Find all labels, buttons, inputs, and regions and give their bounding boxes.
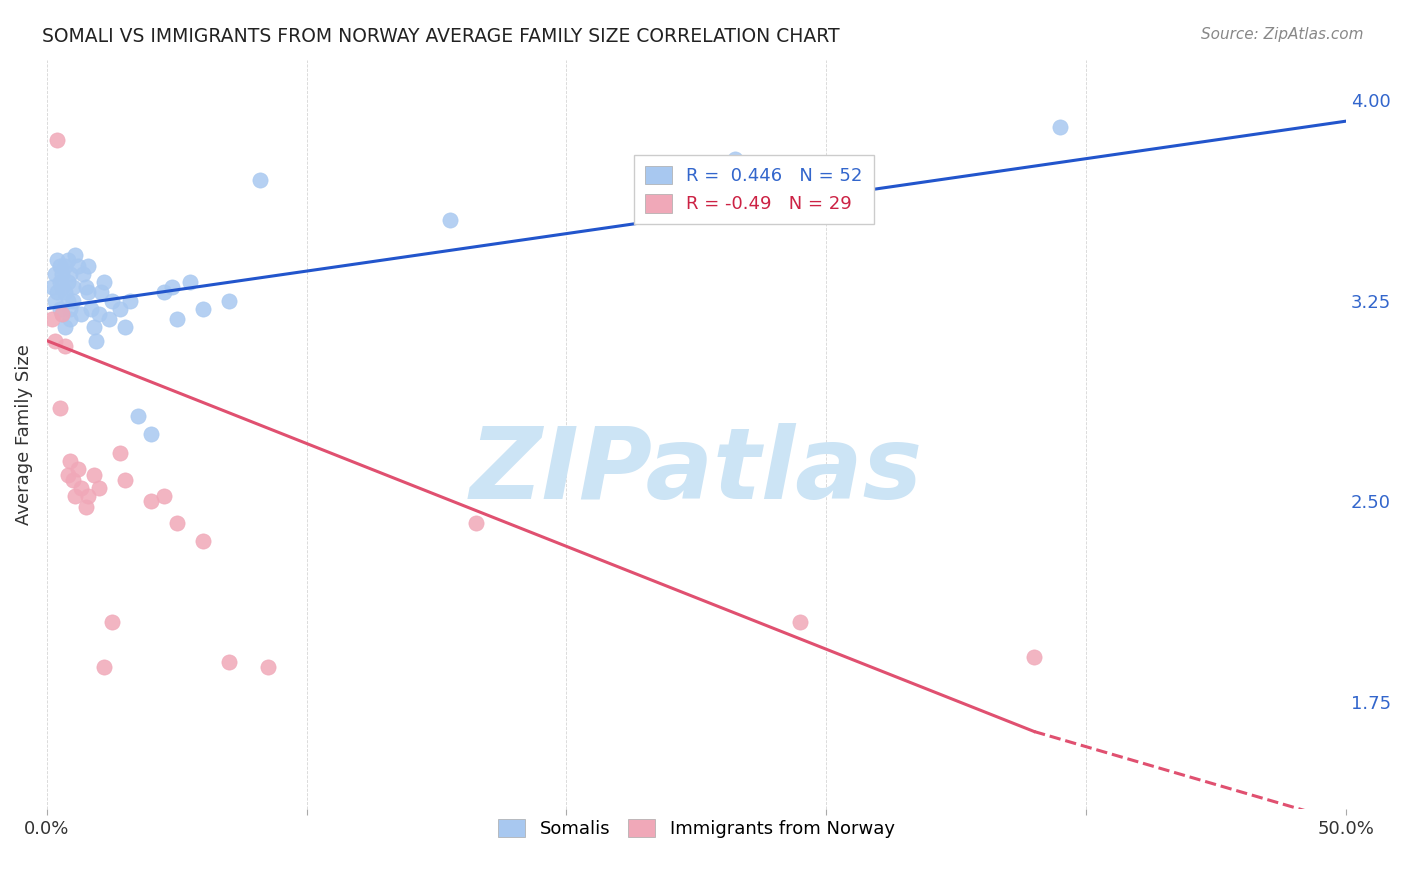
Point — [53, 320, 76, 334]
Point — [56, 467, 79, 482]
Point — [166, 312, 188, 326]
Point — [139, 427, 162, 442]
Point — [80, 301, 103, 316]
Point — [44, 267, 66, 281]
Point — [72, 267, 94, 281]
Point — [41, 312, 63, 326]
Point — [179, 275, 201, 289]
Point — [44, 334, 66, 348]
Point — [62, 293, 84, 308]
Point — [101, 293, 124, 308]
Point — [49, 275, 72, 289]
Point — [191, 301, 214, 316]
Point — [98, 312, 121, 326]
Point — [46, 285, 69, 300]
Point — [77, 285, 100, 300]
Point — [56, 253, 79, 268]
Point — [84, 334, 107, 348]
Point — [218, 293, 240, 308]
Point — [51, 267, 73, 281]
Point — [51, 280, 73, 294]
Point — [56, 275, 79, 289]
Point — [114, 320, 136, 334]
Point — [56, 293, 79, 308]
Point — [69, 307, 91, 321]
Point — [439, 213, 461, 227]
Point — [87, 481, 110, 495]
Point — [93, 275, 115, 289]
Text: Source: ZipAtlas.com: Source: ZipAtlas.com — [1201, 27, 1364, 42]
Point — [49, 401, 72, 415]
Point — [67, 259, 90, 273]
Point — [49, 259, 72, 273]
Point — [249, 173, 271, 187]
Point — [83, 320, 105, 334]
Point — [59, 312, 82, 326]
Point — [218, 655, 240, 669]
Point — [108, 301, 131, 316]
Point — [49, 301, 72, 316]
Point — [789, 615, 811, 629]
Point — [59, 454, 82, 468]
Point — [67, 462, 90, 476]
Point — [127, 409, 149, 423]
Point — [51, 307, 73, 321]
Point — [114, 473, 136, 487]
Point — [41, 280, 63, 294]
Y-axis label: Average Family Size: Average Family Size — [15, 344, 32, 524]
Point — [75, 280, 97, 294]
Point — [118, 293, 141, 308]
Point — [44, 293, 66, 308]
Point — [62, 473, 84, 487]
Point — [46, 133, 69, 147]
Point — [90, 285, 112, 300]
Point — [139, 494, 162, 508]
Point — [191, 534, 214, 549]
Point — [46, 253, 69, 268]
Point — [108, 446, 131, 460]
Legend: Somalis, Immigrants from Norway: Somalis, Immigrants from Norway — [491, 812, 903, 845]
Point — [256, 660, 278, 674]
Point — [1024, 649, 1046, 664]
Point — [87, 307, 110, 321]
Point — [166, 516, 188, 530]
Point — [51, 307, 73, 321]
Point — [93, 660, 115, 674]
Point — [724, 152, 747, 166]
Point — [69, 481, 91, 495]
Point — [152, 489, 174, 503]
Point — [65, 248, 87, 262]
Point — [62, 280, 84, 294]
Point — [59, 301, 82, 316]
Point — [75, 500, 97, 514]
Point — [152, 285, 174, 300]
Point — [77, 259, 100, 273]
Point — [53, 285, 76, 300]
Text: ZIPatlas: ZIPatlas — [470, 424, 922, 520]
Text: SOMALI VS IMMIGRANTS FROM NORWAY AVERAGE FAMILY SIZE CORRELATION CHART: SOMALI VS IMMIGRANTS FROM NORWAY AVERAGE… — [42, 27, 839, 45]
Point — [1049, 120, 1071, 134]
Point — [77, 489, 100, 503]
Point — [160, 280, 183, 294]
Point — [464, 516, 486, 530]
Point — [53, 259, 76, 273]
Point — [53, 339, 76, 353]
Point — [59, 267, 82, 281]
Point — [101, 615, 124, 629]
Point — [65, 489, 87, 503]
Point — [83, 467, 105, 482]
